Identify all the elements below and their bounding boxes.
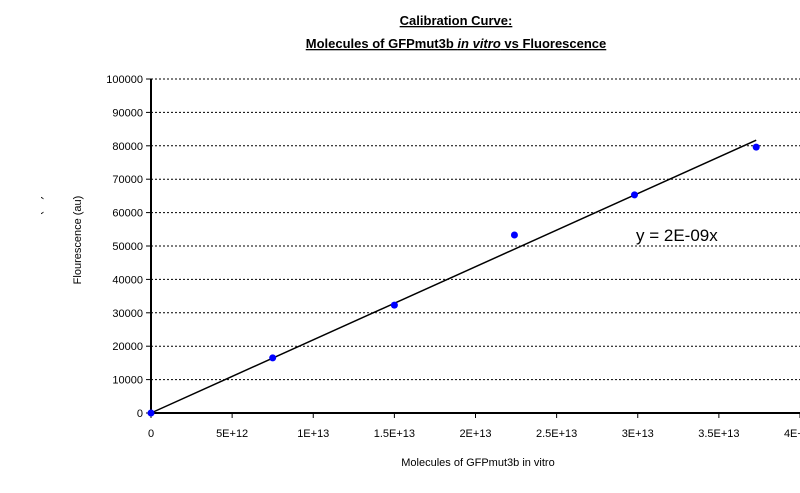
title-part-italic: in vitro (457, 36, 500, 51)
chart-title-line2: Molecules of GFPmut3b in vitro vs Fluore… (306, 36, 607, 51)
y-tick-label: 100000 (106, 74, 143, 86)
x-tick-label: 3.5E+13 (698, 428, 739, 440)
x-tick-label: 1.5E+13 (374, 428, 415, 440)
data-point (147, 409, 155, 417)
title-part-a: Molecules of GFPmut3b (306, 36, 458, 51)
y-tick-label: 70000 (112, 174, 143, 186)
x-tick-label: 2.5E+13 (536, 428, 577, 440)
x-tick-label: 0 (148, 428, 154, 440)
trendline (150, 139, 757, 414)
y-tick-label: 40000 (112, 274, 143, 286)
x-tick-label: 2E+13 (459, 428, 491, 440)
data-point (631, 191, 639, 199)
x-tick-label: 5E+12 (216, 428, 248, 440)
x-tick-label: 4E+13 (784, 428, 800, 440)
title-part-b: vs Fluorescence (501, 36, 607, 51)
y-tick-label: 90000 (112, 107, 143, 119)
x-axis-label: Molecules of GFPmut3b in vitro (401, 457, 554, 469)
y-tick-label: 0 (137, 408, 143, 420)
y-tick-label: 80000 (112, 141, 143, 153)
y-tick-label: 50000 (112, 241, 143, 253)
y-tick-label: 20000 (112, 341, 143, 353)
y-tick-label: 60000 (112, 208, 143, 220)
chart-title-line1: Calibration Curve: (400, 13, 513, 28)
data-point (269, 354, 277, 362)
y-axis-label-ghost: Flourescence (au) (32, 196, 44, 285)
y-axis-label: Flourescence (au) (72, 196, 84, 285)
y-tick-label: 10000 (112, 375, 143, 387)
y-tick-label: 30000 (112, 308, 143, 320)
data-point (510, 231, 518, 239)
trendline-equation: y = 2E-09x (636, 226, 718, 245)
data-point (752, 143, 760, 151)
data-point (390, 301, 398, 309)
x-tick-label: 1E+13 (297, 428, 329, 440)
x-tick-label: 3E+13 (622, 428, 654, 440)
